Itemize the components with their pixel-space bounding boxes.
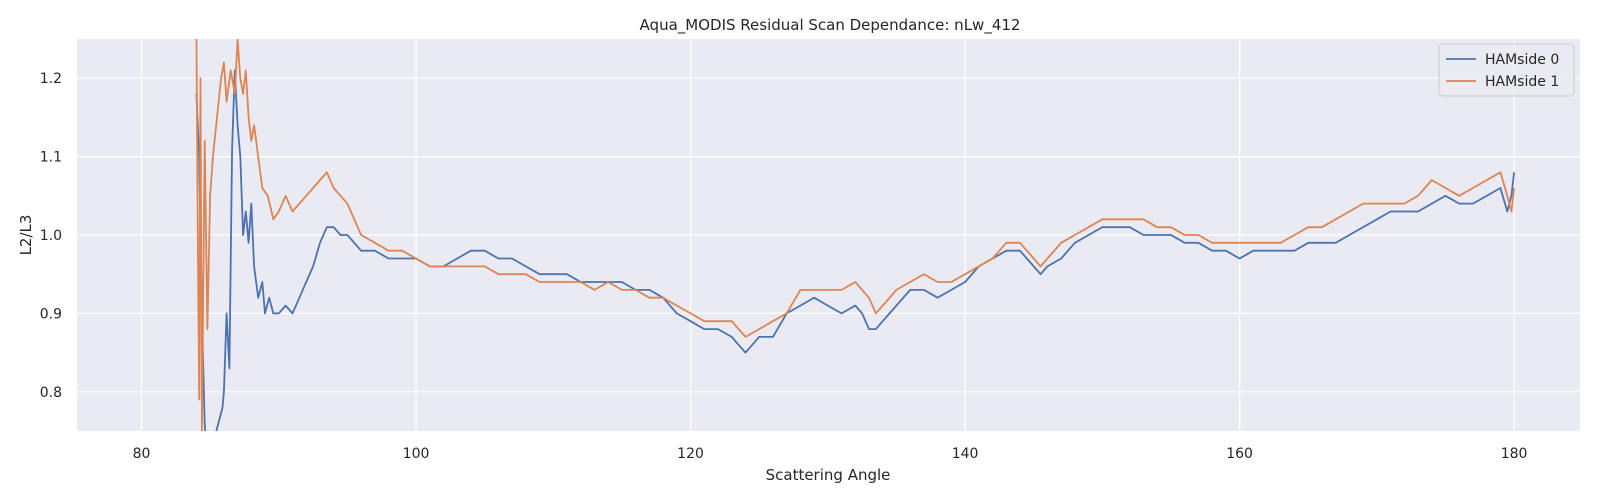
legend: HAMside 0 HAMside 1 — [1438, 43, 1575, 97]
chart-title: Aqua_MODIS Residual Scan Dependance: nLw… — [640, 16, 1021, 35]
series-lines — [195, 39, 1515, 431]
x-tick-label: 160 — [1226, 446, 1253, 462]
y-tick-label: 0.8 — [40, 385, 62, 401]
y-tick-label: 1.2 — [40, 71, 62, 87]
x-axis-ticks: 80 100 120 140 160 180 — [133, 446, 1528, 462]
x-tick-label: 120 — [677, 446, 704, 462]
grid-lines — [77, 39, 1580, 431]
legend-label-hamside-1: HAMside 1 — [1485, 74, 1559, 90]
y-axis-ticks: 0.8 0.9 1.0 1.1 1.2 — [40, 71, 62, 401]
y-axis-label: L2/L3 — [17, 215, 35, 256]
series-line-hamside-0 — [195, 69, 1515, 431]
x-tick-label: 100 — [403, 446, 430, 462]
x-axis-label: Scattering Angle — [766, 466, 891, 484]
x-tick-label: 140 — [952, 446, 979, 462]
legend-box — [1438, 43, 1575, 97]
y-tick-label: 0.9 — [40, 306, 62, 322]
x-tick-label: 180 — [1501, 446, 1528, 462]
y-tick-label: 1.1 — [40, 150, 62, 166]
legend-label-hamside-0: HAMside 0 — [1485, 52, 1559, 68]
series-line-hamside-1 — [195, 39, 1515, 431]
y-tick-label: 1.0 — [40, 228, 62, 244]
x-tick-label: 80 — [133, 446, 151, 462]
